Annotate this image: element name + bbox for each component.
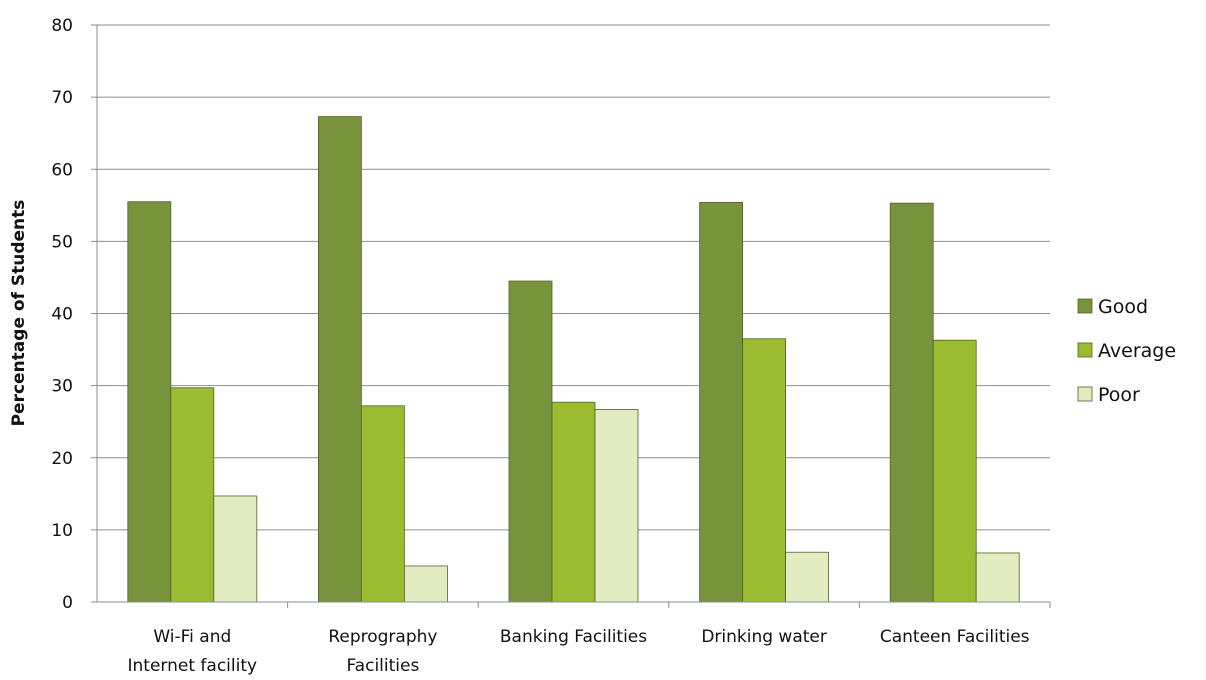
x-category-label: Banking Facilities [500, 627, 647, 647]
legend: Good Average Poor [1077, 296, 1176, 406]
y-tick-label: 20 [51, 449, 73, 469]
x-category-label: Wi-Fi and [153, 627, 231, 647]
bar-good-3 [699, 202, 743, 603]
y-tick-label: 10 [51, 521, 73, 541]
bars [127, 116, 1020, 603]
y-tick-label: 60 [51, 160, 73, 180]
bar-good-4 [889, 202, 934, 603]
bar-poor-4 [975, 552, 1020, 603]
legend-label-good: Good [1098, 296, 1148, 318]
y-tick-label: 80 [51, 16, 73, 36]
legend-swatch-average [1077, 342, 1093, 358]
legend-label-poor: Poor [1098, 384, 1140, 406]
bar-good-2 [508, 280, 553, 603]
y-axis-label: Percentage of Students [9, 200, 29, 427]
y-tick-label: 50 [51, 232, 73, 252]
bar-poor-0 [213, 495, 258, 603]
bar-average-4 [932, 339, 977, 603]
bar-poor-1 [403, 565, 448, 603]
y-tick-labels: 0 10 20 30 40 50 60 70 80 [51, 16, 73, 613]
bar-poor-3 [785, 551, 829, 603]
bar-average-2 [551, 401, 596, 603]
legend-swatch-poor [1077, 386, 1093, 402]
x-category-label: Internet facility [128, 656, 258, 676]
bar-good-1 [317, 116, 362, 603]
x-category-labels: Wi-Fi and Internet facility Reprography Fac… [128, 627, 1030, 676]
y-tick-label: 70 [51, 88, 73, 108]
bar-good-0 [127, 201, 172, 603]
bar-average-3 [742, 338, 786, 603]
y-tick-label: 40 [51, 305, 73, 325]
legend-swatch-good [1077, 298, 1093, 314]
legend-label-average: Average [1098, 340, 1176, 362]
x-category-label: Canteen Facilities [880, 627, 1030, 647]
y-tick-label: 30 [51, 377, 73, 397]
x-category-label: Facilities [346, 656, 419, 676]
axes [96, 25, 1051, 608]
bar-average-1 [360, 405, 405, 603]
x-category-label: Drinking water [701, 627, 827, 647]
x-category-label: Reprography [328, 627, 437, 647]
y-tick-label: 0 [62, 593, 73, 613]
bar-average-0 [170, 387, 215, 603]
bar-poor-2 [594, 409, 639, 603]
